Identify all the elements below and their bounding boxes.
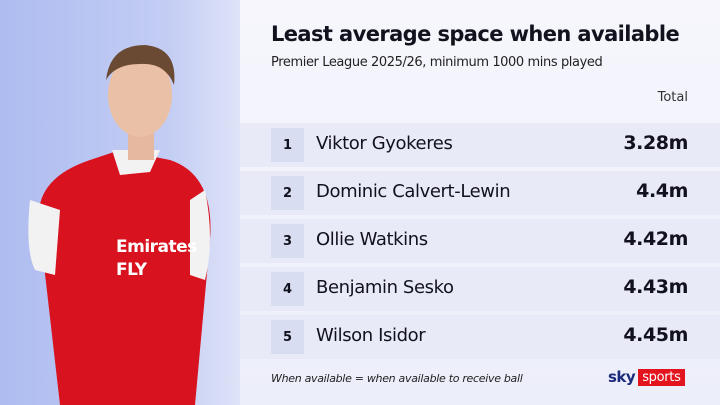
player-name: Ollie Watkins	[316, 229, 428, 250]
player-value: 4.4m	[636, 180, 688, 202]
player-name: Wilson Isidor	[316, 325, 426, 346]
shirt-sponsor-text: Emirates FLY BETTER	[116, 237, 197, 284]
table-row: 4 Benjamin Sesko 4.43m	[240, 267, 720, 311]
rank-badge: 3	[271, 224, 304, 258]
logo-sports: sports	[638, 368, 685, 386]
player-name: Viktor Gyokeres	[316, 133, 453, 154]
player-name: Benjamin Sesko	[316, 277, 454, 298]
table-row: 5 Wilson Isidor 4.45m	[240, 315, 720, 359]
rank-badge: 1	[271, 128, 304, 162]
column-header-total: Total	[657, 90, 688, 105]
player-value: 4.42m	[623, 228, 688, 250]
player-photo-panel: Emirates FLY BETTER	[0, 0, 240, 405]
player-name: Dominic Calvert-Lewin	[316, 181, 511, 202]
chart-subtitle: Premier League 2025/26, minimum 1000 min…	[271, 55, 603, 70]
logo-sky: sky	[608, 368, 636, 386]
table-row: 3 Ollie Watkins 4.42m	[240, 219, 720, 263]
table-row: 1 Viktor Gyokeres 3.28m	[240, 123, 720, 167]
rank-badge: 5	[271, 320, 304, 354]
table-row: 2 Dominic Calvert-Lewin 4.4m	[240, 171, 720, 215]
rank-badge: 2	[271, 176, 304, 210]
player-photo	[28, 45, 211, 405]
rank-badge: 4	[271, 272, 304, 306]
chart-title: Least average space when available	[271, 22, 680, 46]
player-value: 3.28m	[623, 132, 688, 154]
footnote: When available = when available to recei…	[271, 372, 523, 385]
player-value: 4.43m	[623, 276, 688, 298]
player-value: 4.45m	[623, 324, 688, 346]
sky-sports-logo: sky sports	[608, 368, 685, 386]
